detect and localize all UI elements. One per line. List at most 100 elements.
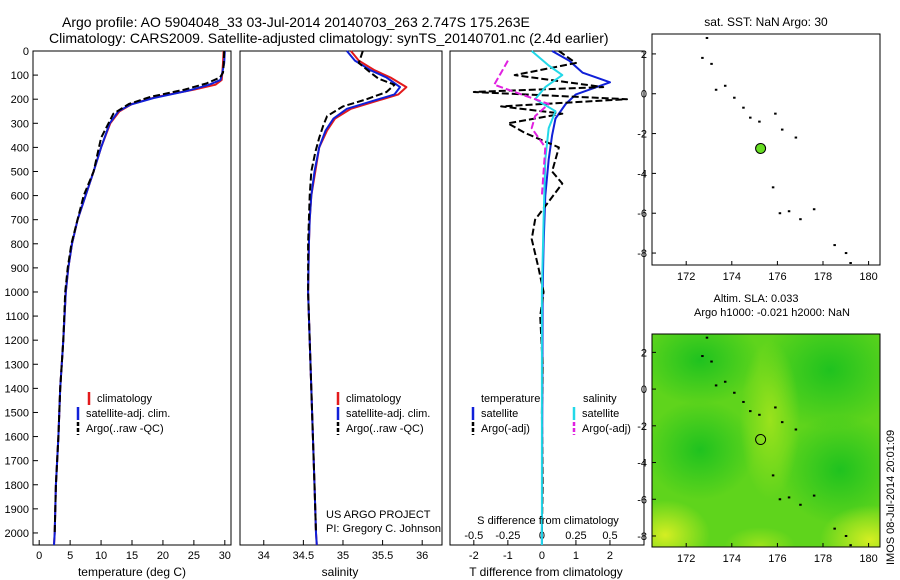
depth-tick-label: 500 bbox=[11, 166, 29, 178]
figure-title-line2: Climatology: CARS2009. Satellite-adjuste… bbox=[49, 30, 609, 46]
island-dot bbox=[780, 421, 784, 424]
legend-t-argo: Argo(-adj) bbox=[481, 423, 530, 435]
x-tick-label: 34.5 bbox=[293, 550, 314, 562]
depth-tick-label: 100 bbox=[11, 70, 29, 82]
map-y-tick-label: -4 bbox=[637, 458, 647, 470]
series-argo-raw-qc- bbox=[53, 50, 226, 534]
map-x-tick-label: 178 bbox=[814, 271, 832, 283]
sla-map-frame bbox=[651, 333, 881, 548]
s-tick-label: 0.5 bbox=[602, 530, 617, 542]
island-dot bbox=[849, 262, 852, 265]
depth-tick-label: 900 bbox=[11, 263, 29, 275]
difference-profiles bbox=[472, 50, 628, 546]
sst-map-frame bbox=[651, 33, 881, 266]
depth-tick-label: 1000 bbox=[5, 287, 29, 299]
legend-climatology: climatology bbox=[97, 393, 153, 405]
temperature-profiles bbox=[53, 50, 226, 546]
island-dot bbox=[774, 406, 777, 409]
island-dot bbox=[723, 380, 727, 383]
map-y-tick-label: 2 bbox=[641, 49, 647, 61]
series-t-satellite bbox=[540, 50, 611, 546]
island-dot bbox=[794, 428, 798, 431]
x-tick-label: 5 bbox=[67, 550, 73, 562]
island-dot bbox=[714, 88, 718, 91]
x-tick-label: 0 bbox=[36, 550, 42, 562]
island-dot bbox=[749, 410, 752, 413]
depth-tick-label: 1100 bbox=[5, 311, 29, 323]
legend-satellite: satellite-adj. clim. bbox=[86, 408, 170, 420]
island-dot bbox=[787, 496, 791, 499]
depth-tick-label: 400 bbox=[11, 142, 29, 154]
sla-low-patch bbox=[652, 400, 755, 500]
island-dot bbox=[771, 186, 775, 189]
depth-tick-label: 1500 bbox=[5, 407, 29, 419]
island-dot bbox=[812, 494, 816, 497]
temperature-x-axis: 0 5 10 15 20 25 30 bbox=[36, 540, 231, 562]
x-tick-label: 35.5 bbox=[372, 550, 393, 562]
x-tick-label: 20 bbox=[157, 550, 169, 562]
legend-climatology: climatology bbox=[346, 393, 402, 405]
island-dot bbox=[849, 544, 852, 547]
x-tick-label: 10 bbox=[95, 550, 107, 562]
s-difference-label: S difference from climatology bbox=[477, 515, 619, 527]
x-tick-label: 34 bbox=[258, 550, 270, 562]
map-x-tick-label: 174 bbox=[723, 271, 741, 283]
legend-s-argo: Argo(-adj) bbox=[582, 423, 631, 435]
island-dot bbox=[774, 112, 777, 115]
temperature-plot-frame bbox=[32, 50, 232, 546]
sla-map-title-line1: Altim. SLA: 0.033 bbox=[714, 293, 799, 305]
map-y-tick-label: -6 bbox=[637, 208, 647, 220]
island-dot bbox=[771, 474, 775, 477]
difference-plot-frame bbox=[449, 50, 645, 546]
difference-panel: -2 -1 0 1 2 -0.5 -0.25 0 0.25 0.5 S difference f… bbox=[449, 50, 645, 579]
depth-tick-label: 600 bbox=[11, 191, 29, 203]
legend-salinity-title: salinity bbox=[583, 393, 617, 405]
sla-heatmap bbox=[652, 334, 880, 547]
argo-location-marker bbox=[755, 142, 767, 154]
depth-tick-label: 1200 bbox=[5, 335, 29, 347]
map-y-tick-label: 0 bbox=[641, 89, 647, 101]
s-tick-label: -0.25 bbox=[495, 530, 520, 542]
island-dot bbox=[799, 218, 802, 221]
island-dot bbox=[710, 360, 713, 363]
salinity-panel: 34 34.5 35 35.5 36 salinity climatology sate… bbox=[239, 50, 443, 579]
argo-location-marker bbox=[755, 434, 767, 446]
depth-tick-label: 1900 bbox=[5, 504, 29, 516]
legend-argo: Argo(..raw -QC) bbox=[86, 423, 164, 435]
map-x-tick-label: 174 bbox=[723, 553, 741, 565]
map-x-tick-label: 176 bbox=[768, 553, 786, 565]
t-difference-label: T difference from climatology bbox=[469, 565, 623, 579]
sla-low-patch bbox=[652, 334, 760, 405]
map-y-tick-label: -2 bbox=[637, 421, 647, 433]
depth-axis: 0 100 200 300 400 500 600 700 800 900 1000 1100 1200… bbox=[5, 46, 38, 540]
map-y-tick-label: -8 bbox=[637, 248, 647, 260]
sst-map-islands bbox=[701, 36, 852, 265]
sla-high-patch bbox=[652, 500, 710, 547]
salinity-plot-frame bbox=[239, 50, 443, 546]
temperature-legend: climatology satellite-adj. clim. Argo(..… bbox=[76, 392, 170, 435]
map-x-tick-label: 172 bbox=[677, 553, 695, 565]
island-dot bbox=[701, 56, 704, 59]
temperature-panel: 0100200300400500600700800900100011001200… bbox=[5, 46, 232, 579]
sla-map-title-line2: Argo h1000: -0.021 h2000: NaN bbox=[694, 307, 850, 319]
island-dot bbox=[799, 503, 802, 506]
legend-t-satellite: satellite bbox=[481, 408, 518, 420]
salinity-x-axis: 34 34.5 35 35.5 36 bbox=[258, 540, 428, 562]
island-dot bbox=[778, 212, 782, 215]
map-y-tick-label: -4 bbox=[637, 168, 647, 180]
sla-mid-patch bbox=[725, 527, 795, 547]
s-tick-label: 0.25 bbox=[565, 530, 586, 542]
depth-tick-label: 700 bbox=[11, 215, 29, 227]
island-dot bbox=[780, 128, 784, 131]
island-dot bbox=[705, 336, 709, 339]
s-tick-label: -0.5 bbox=[464, 530, 483, 542]
island-dot bbox=[812, 208, 816, 211]
island-dot bbox=[794, 136, 798, 139]
x-tick-label: 25 bbox=[188, 550, 200, 562]
depth-tick-label: 0 bbox=[23, 46, 29, 58]
salinity-profiles bbox=[307, 50, 408, 546]
island-dot bbox=[833, 244, 836, 247]
series-satellite-adj-clim- bbox=[53, 50, 226, 546]
depth-tick-label: 1300 bbox=[5, 359, 29, 371]
